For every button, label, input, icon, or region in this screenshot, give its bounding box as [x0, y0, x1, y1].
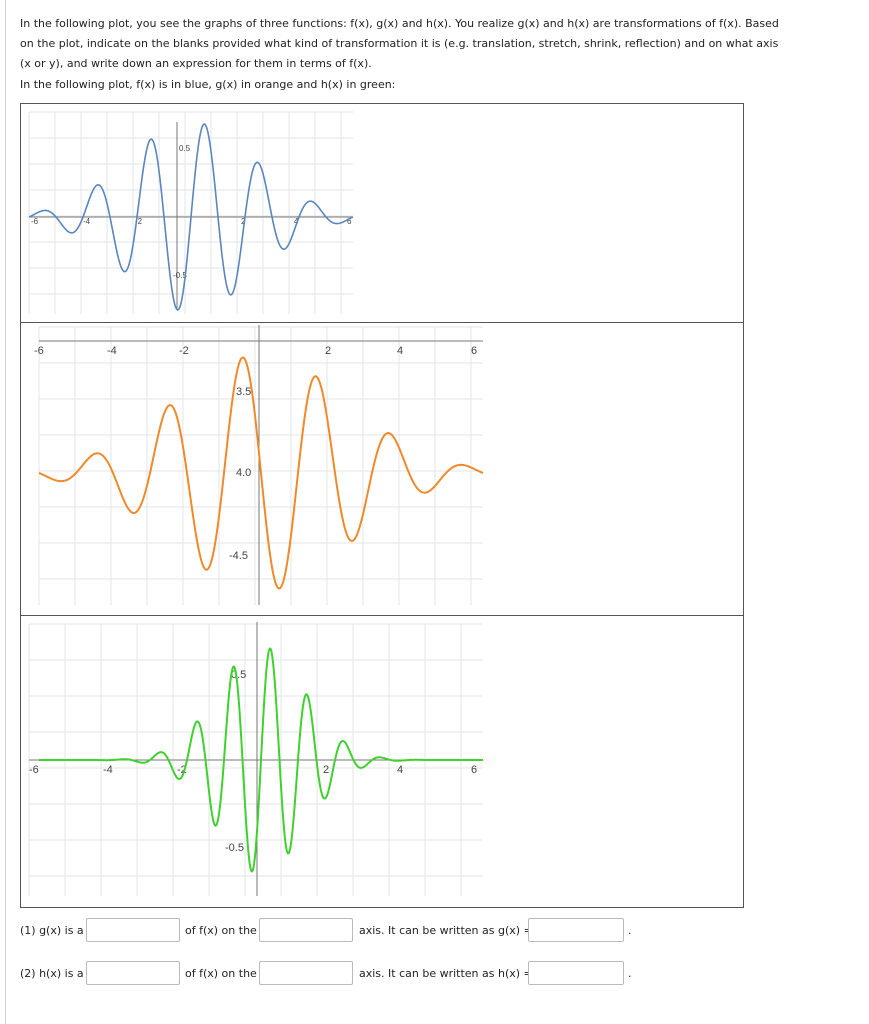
- plot-h-panel: -6 -4 -2 2 4 6 0.5 -0.5: [21, 616, 743, 907]
- plot-h-xtick-neg6: -6: [29, 764, 39, 776]
- plot-h-xtick-neg4: -4: [103, 764, 113, 776]
- plot-h-x-tick-labels: -6 -4 -2 2 4 6: [29, 764, 477, 776]
- q1-prefix: (1) g(x) is a: [20, 924, 84, 937]
- plot-g-x-tick-labels: -6 -4 -2 2 4 6: [34, 345, 477, 357]
- question-2-row: (2) h(x) is a of f(x) on the axis. It ca…: [20, 961, 869, 987]
- plot-g-grid: [38, 326, 483, 605]
- plot-h-grid: [28, 623, 483, 896]
- plot-g-xtick-neg6: -6: [34, 345, 44, 357]
- plot-h-ytick-neg: -0.5: [225, 842, 244, 854]
- f-curve: [28, 123, 354, 311]
- q1-mid: of f(x) on the: [185, 924, 257, 937]
- plot-f-xtick-6: 6: [347, 217, 352, 226]
- plot-h: -6 -4 -2 2 4 6 0.5 -0.5: [28, 622, 483, 896]
- question-1-row: (1) g(x) is a of f(x) on the axis. It ca…: [20, 918, 869, 944]
- plot-g-ytick-3-5: 3.5: [236, 386, 251, 398]
- plot-g-xtick-neg2: -2: [179, 345, 189, 357]
- g-curve: [38, 356, 484, 590]
- q1-axis-input[interactable]: [259, 918, 353, 942]
- q2-end: .: [628, 967, 632, 980]
- plots-container: -6 -4 -2 2 4 6 0.5 -0.5 -6 -4: [20, 103, 744, 908]
- plot-f-panel: -6 -4 -2 2 4 6 0.5 -0.5: [21, 104, 743, 323]
- plot-g-panel: -6 -4 -2 2 4 6 3.5 4.0 -4.5: [21, 323, 743, 616]
- plot-h-ytick-pos: 0.5: [231, 669, 246, 681]
- q2-axis-input[interactable]: [259, 961, 353, 985]
- question-page: In the following plot, you see the graph…: [5, 0, 869, 1024]
- q2-mid: of f(x) on the: [185, 967, 257, 980]
- q2-expression-input[interactable]: [528, 961, 624, 985]
- question-intro: In the following plot, you see the graph…: [20, 17, 779, 70]
- plot-g-ytick-4-0: 4.0: [236, 467, 251, 479]
- plot-g: -6 -4 -2 2 4 6 3.5 4.0 -4.5: [34, 325, 484, 605]
- plot-f-ytick-pos: 0.5: [179, 144, 191, 153]
- plot-h-xtick-neg2: -2: [177, 764, 187, 776]
- plot-h-xtick-4: 4: [397, 764, 403, 776]
- q2-transformation-input[interactable]: [86, 961, 180, 985]
- plot-f-xtick-neg2: -2: [135, 217, 143, 226]
- q1-transformation-input[interactable]: [86, 918, 180, 942]
- plot-f-xtick-neg6: -6: [31, 217, 39, 226]
- plot-g-ytick-4-5: -4.5: [229, 550, 248, 562]
- q1-expression-input[interactable]: [528, 918, 624, 942]
- q1-end: .: [628, 924, 632, 937]
- color-legend-text: In the following plot, f(x) is in blue, …: [20, 78, 396, 91]
- plot-f-xtick-neg4: -4: [83, 217, 91, 226]
- q2-suffix: axis. It can be written as h(x) =: [359, 967, 533, 980]
- plot-g-xtick-2: 2: [325, 345, 331, 357]
- plot-g-xtick-6: 6: [471, 345, 477, 357]
- plot-g-xtick-neg4: -4: [107, 345, 117, 357]
- q1-suffix: axis. It can be written as g(x) =: [359, 924, 533, 937]
- q2-prefix: (2) h(x) is a: [20, 967, 84, 980]
- plot-f-xtick-2: 2: [241, 217, 246, 226]
- plot-h-xtick-2: 2: [323, 764, 329, 776]
- plot-h-xtick-6: 6: [471, 764, 477, 776]
- plot-f-ytick-neg: -0.5: [173, 271, 187, 280]
- plot-g-xtick-4: 4: [397, 345, 403, 357]
- h-curve: [39, 647, 483, 873]
- plot-f: -6 -4 -2 2 4 6 0.5 -0.5: [28, 111, 354, 314]
